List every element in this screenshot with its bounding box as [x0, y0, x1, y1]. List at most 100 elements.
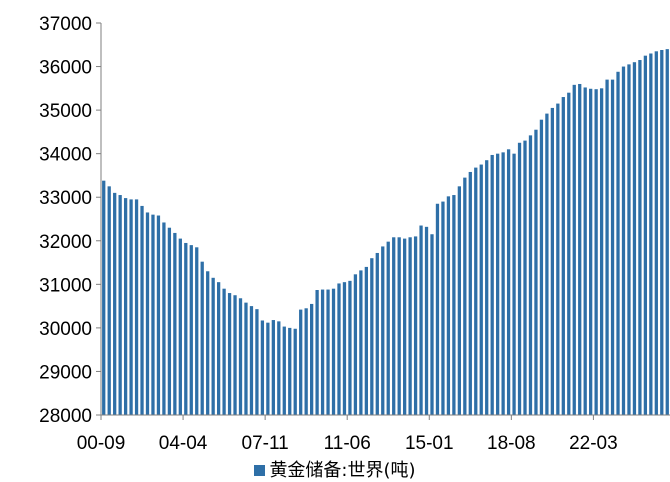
bar: [605, 79, 609, 416]
bar: [195, 247, 199, 415]
y-tick-label: 35000: [39, 101, 92, 122]
bar: [441, 201, 445, 415]
bar: [178, 238, 182, 415]
y-tick-label: 29000: [39, 362, 92, 383]
bar: [485, 160, 489, 415]
x-tick-label: 04-04: [159, 433, 208, 454]
x-tick-label: 07-11: [242, 433, 289, 454]
bar: [435, 203, 440, 415]
axes: [96, 22, 670, 420]
bar: [299, 309, 303, 415]
bar: [359, 270, 363, 415]
bar: [266, 322, 270, 415]
bar: [238, 298, 243, 415]
bar: [381, 246, 385, 415]
y-tick-labels: 28000 29000 30000 31000 32000 33000 34000 35000…: [39, 14, 92, 427]
bar: [282, 326, 286, 415]
bar: [293, 328, 297, 415]
bar: [649, 53, 653, 416]
bar: [206, 271, 210, 415]
y-tick-label: 32000: [39, 232, 92, 253]
bar: [616, 71, 620, 415]
y-tick-label: 37000: [39, 14, 92, 35]
bar: [501, 152, 505, 416]
bar: [550, 107, 555, 416]
bar: [375, 252, 379, 415]
bar: [364, 266, 368, 415]
bar: [468, 171, 472, 415]
x-tick-label: 18-08: [487, 433, 536, 454]
bar: [446, 196, 451, 415]
bar: [271, 320, 275, 415]
bar: [589, 88, 593, 416]
bar: [457, 186, 461, 415]
legend: 黄金储备:世界(吨): [0, 456, 670, 482]
bar: [512, 153, 516, 416]
bar: [528, 135, 533, 415]
bar: [572, 84, 576, 415]
bar: [665, 49, 669, 415]
bar: [353, 274, 358, 415]
bar: [610, 79, 615, 416]
bar: [660, 50, 664, 415]
y-tick-label: 33000: [39, 188, 92, 209]
bar: [113, 192, 117, 415]
bar: [643, 55, 648, 416]
y-tick-label: 28000: [39, 406, 92, 427]
bar: [627, 64, 631, 415]
bar: [156, 215, 161, 415]
bar: [145, 212, 150, 415]
y-tick-label: 36000: [39, 58, 92, 79]
bar: [403, 238, 407, 415]
bar: [413, 236, 418, 415]
bar: [523, 140, 527, 415]
bar: [386, 241, 390, 415]
bar: [594, 89, 598, 415]
bar: [189, 245, 193, 415]
bar: [173, 232, 177, 415]
x-tick-label: 00-09: [77, 433, 126, 454]
bar: [244, 302, 248, 415]
bar: [370, 258, 374, 415]
bar: [162, 222, 166, 415]
bar: [320, 289, 325, 415]
bar: [200, 261, 204, 415]
bar: [490, 154, 494, 415]
bar: [517, 142, 522, 415]
bar: [545, 113, 549, 415]
bar: [233, 295, 237, 415]
bar: [222, 288, 226, 415]
bar: [583, 87, 587, 416]
bar: [167, 227, 172, 415]
bar: [452, 195, 456, 415]
bar: [277, 321, 281, 415]
y-tick-label: 30000: [39, 319, 92, 340]
bar: [304, 308, 308, 415]
bar: [337, 283, 341, 415]
bar: [255, 309, 259, 415]
bar: [463, 177, 467, 415]
bar: [227, 293, 232, 415]
bar: [184, 242, 188, 415]
bar-series: [102, 49, 669, 416]
bar: [567, 92, 571, 415]
bar: [315, 290, 319, 415]
bar: [288, 327, 292, 415]
bar: [211, 277, 215, 415]
bar: [151, 214, 155, 415]
x-tick-label: 22-03: [569, 433, 618, 454]
bar: [392, 237, 396, 415]
bar: [118, 195, 122, 415]
bar: [342, 282, 347, 415]
bar: [539, 119, 544, 415]
y-tick-label: 34000: [39, 145, 92, 166]
bar: [107, 186, 111, 415]
x-tick-label: 15-01: [405, 433, 454, 454]
legend-label: 黄金储备:世界(吨): [269, 460, 416, 481]
bar: [216, 282, 221, 415]
bar: [561, 97, 565, 415]
bar: [134, 199, 139, 415]
bar: [474, 167, 478, 415]
bar: [348, 280, 352, 415]
